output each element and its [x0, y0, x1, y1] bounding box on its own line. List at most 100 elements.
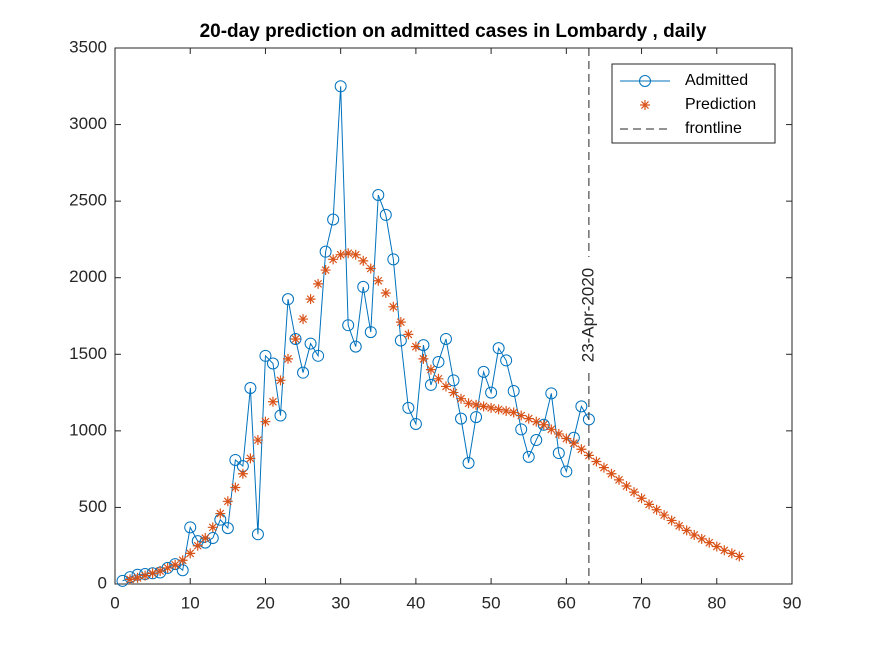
x-tick-label: 30 — [331, 593, 350, 612]
data-point — [334, 80, 347, 93]
data-point — [425, 364, 436, 375]
data-point — [537, 418, 550, 431]
data-point — [373, 275, 384, 286]
data-point — [215, 508, 226, 519]
data-point — [726, 548, 737, 559]
data-point — [304, 337, 317, 350]
data-point — [522, 450, 535, 463]
data-point — [282, 293, 295, 306]
plot-area — [114, 47, 793, 585]
data-point — [305, 294, 316, 305]
data-point — [394, 334, 407, 347]
data-point — [486, 402, 497, 413]
data-point — [418, 353, 429, 364]
data-point — [266, 357, 279, 370]
data-point — [349, 340, 362, 353]
data-point — [719, 545, 730, 556]
y-tick-label: 2000 — [69, 267, 107, 286]
data-point — [493, 404, 504, 415]
data-point — [659, 510, 670, 521]
data-point — [530, 434, 543, 447]
data-point — [379, 208, 392, 221]
data-point — [674, 520, 685, 531]
data-point — [328, 254, 339, 265]
data-point — [568, 438, 579, 449]
data-point — [424, 378, 437, 391]
data-point — [462, 457, 475, 470]
data-point — [342, 319, 355, 332]
data-point — [380, 288, 391, 299]
legend-box — [611, 63, 776, 144]
data-point — [230, 482, 241, 493]
data-point — [666, 515, 677, 526]
x-tick-label: 70 — [632, 593, 651, 612]
data-point — [161, 561, 174, 574]
x-tick-label: 40 — [406, 593, 425, 612]
x-tick-label: 0 — [110, 593, 119, 612]
frontline-label: 23-Apr-2020 — [578, 268, 597, 363]
data-point — [403, 329, 414, 340]
data-point — [478, 401, 489, 412]
y-tick-label: 1500 — [69, 344, 107, 363]
data-point — [260, 416, 271, 427]
data-point — [298, 314, 309, 325]
data-point — [252, 435, 263, 446]
data-point — [222, 496, 233, 507]
data-point — [350, 249, 361, 260]
data-point — [283, 353, 294, 364]
data-point — [500, 354, 513, 367]
data-point — [357, 280, 370, 293]
data-point — [200, 533, 211, 544]
legend-label: frontline — [685, 120, 742, 137]
data-point — [410, 341, 421, 352]
x-tick-label: 50 — [482, 593, 501, 612]
legend-swatch — [639, 75, 651, 87]
data-point — [364, 326, 377, 339]
data-point — [229, 453, 242, 466]
data-point — [162, 562, 173, 573]
data-point — [515, 423, 528, 436]
data-point — [492, 342, 505, 355]
x-tick-label: 60 — [557, 593, 576, 612]
x-tick-label: 90 — [783, 593, 802, 612]
y-tick-label: 1000 — [69, 420, 107, 439]
data-point — [251, 528, 264, 541]
y-tick-label: 3500 — [69, 37, 107, 56]
legend-label: Admitted — [685, 72, 748, 89]
data-point — [221, 522, 234, 535]
data-point — [560, 465, 573, 478]
data-point — [689, 529, 700, 540]
y-tick-label: 500 — [79, 497, 107, 516]
data-point — [207, 522, 218, 533]
data-point — [267, 396, 278, 407]
data-point — [704, 537, 715, 548]
data-point — [319, 245, 332, 258]
data-point — [696, 533, 707, 544]
data-point — [289, 332, 302, 345]
data-point — [621, 480, 632, 491]
data-point — [561, 433, 572, 444]
data-point — [358, 255, 369, 266]
data-point — [244, 381, 257, 394]
data-point — [388, 301, 399, 312]
data-point — [538, 419, 549, 430]
data-point — [651, 504, 662, 515]
data-point — [313, 278, 324, 289]
data-point — [312, 349, 325, 362]
data-point — [516, 410, 527, 421]
data-point — [365, 263, 376, 274]
data-point — [576, 444, 587, 455]
data-point — [629, 487, 640, 498]
data-point — [477, 365, 490, 378]
data-point — [523, 413, 534, 424]
data-point — [598, 462, 609, 473]
y-tick-label: 0 — [98, 573, 107, 592]
data-point — [320, 265, 331, 276]
data-point — [343, 248, 354, 259]
data-point — [606, 468, 617, 479]
data-point — [237, 468, 248, 479]
data-point — [147, 568, 158, 579]
data-point — [395, 317, 406, 328]
data-point — [711, 541, 722, 552]
